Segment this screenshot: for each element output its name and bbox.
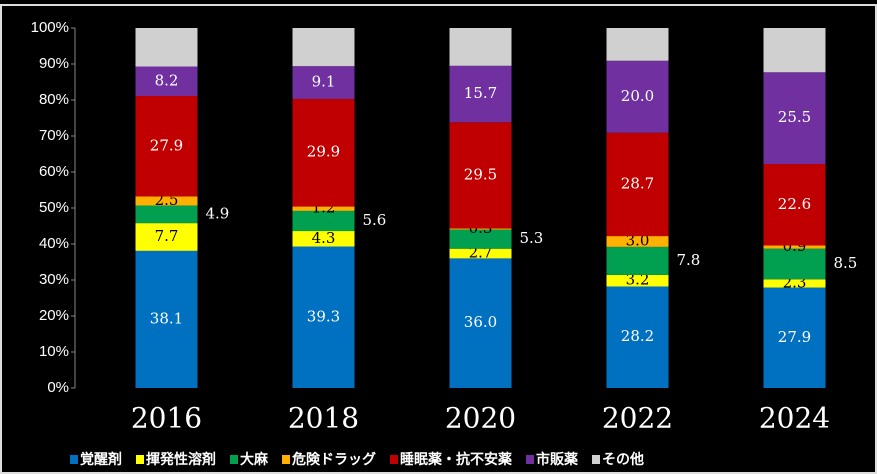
legend-swatch [390,455,398,464]
bar-segment [449,258,512,388]
data-label: 8.2 [155,71,179,89]
y-tick-label: 80% [39,91,69,108]
bar-segment [292,206,355,211]
bar-segment [135,205,198,224]
data-label: 7.8 [677,251,701,269]
bar-segment [763,245,826,249]
y-tick-label: 100% [31,19,69,36]
bar-segment [292,231,355,247]
bar-segment [449,229,512,249]
bar-segment [135,66,198,97]
data-label: 38.1 [150,309,183,327]
legend-label: 市販薬 [536,451,578,468]
data-label: 5.3 [520,229,544,247]
y-tick-label: 90% [39,55,69,72]
frame [0,4,877,474]
bar-segment [292,28,355,67]
bar-segment [606,286,669,388]
data-label: 22.6 [778,195,811,213]
legend-label: 睡眠薬・抗不安薬 [400,451,512,468]
x-tick-label: 2018 [288,402,359,435]
data-label: 28.2 [621,327,654,345]
data-label: 4.9 [206,204,230,222]
legend-swatch [230,455,238,464]
bar-segment [606,236,669,247]
bar-segment [606,132,669,237]
data-label: 5.6 [363,211,387,229]
data-label: 27.9 [778,328,811,346]
y-tick-label: 30% [39,271,69,288]
y-tick-label: 40% [39,235,69,252]
legend-label: 危険ドラッグ [291,451,376,468]
x-tick-label: 2024 [759,402,830,435]
bar-segment [449,65,512,123]
bar-segment [449,248,512,259]
y-tick-label: 70% [39,127,69,144]
bar-segment [763,28,826,73]
legend-swatch [526,455,534,464]
data-label: 28.7 [621,174,654,192]
bar-segment [135,250,198,388]
bar-segment [135,96,198,197]
y-tick-label: 0% [47,379,69,396]
legend-label: 覚醒剤 [80,451,122,468]
data-label: 20.0 [621,87,654,105]
bar-segment [763,279,826,288]
data-label: 36.0 [464,313,497,331]
data-label: 25.5 [778,108,811,126]
x-tick-label: 2022 [602,402,673,435]
x-tick-label: 2020 [445,402,516,435]
legend-label: 大麻 [240,451,269,468]
data-label: 4.3 [312,229,336,247]
bar-segment [135,28,198,67]
bar-segment [763,287,826,388]
data-label: 3.2 [626,271,650,289]
bar-segment [449,122,512,229]
bar-segment [292,66,355,99]
bar-segment [449,28,512,66]
bar-segment [135,223,198,251]
data-label: 29.5 [464,165,497,183]
bar-segment [449,228,512,230]
y-tick-label: 60% [39,163,69,180]
x-tick-label: 2016 [131,402,202,435]
bar-segment [292,98,355,207]
bar-segment [763,164,826,246]
data-label: 8.5 [834,254,858,272]
data-label: 7.7 [155,227,179,245]
bar-segment [606,60,669,133]
data-label: 39.3 [307,307,340,325]
legend-label: その他 [602,451,644,468]
y-tick-label: 50% [39,199,69,216]
legend-label: 揮発性溶剤 [146,451,216,468]
bar-segment [606,246,669,275]
bar-segment [606,28,669,61]
bar-segment [135,196,198,206]
bar-segment [763,72,826,165]
data-label: 29.9 [307,143,340,161]
y-tick-label: 10% [39,343,69,360]
bar-segment [606,274,669,287]
legend-swatch [282,455,290,464]
bar-segment [292,210,355,232]
legend-swatch [136,455,144,464]
legend-swatch [70,455,78,464]
bar-segment [763,248,826,280]
bar-segment [292,246,355,388]
data-label: 27.9 [150,136,183,154]
legend-swatch [592,455,600,464]
data-label: 9.1 [312,73,336,91]
y-tick-label: 20% [39,307,69,324]
data-label: 15.7 [464,84,497,102]
